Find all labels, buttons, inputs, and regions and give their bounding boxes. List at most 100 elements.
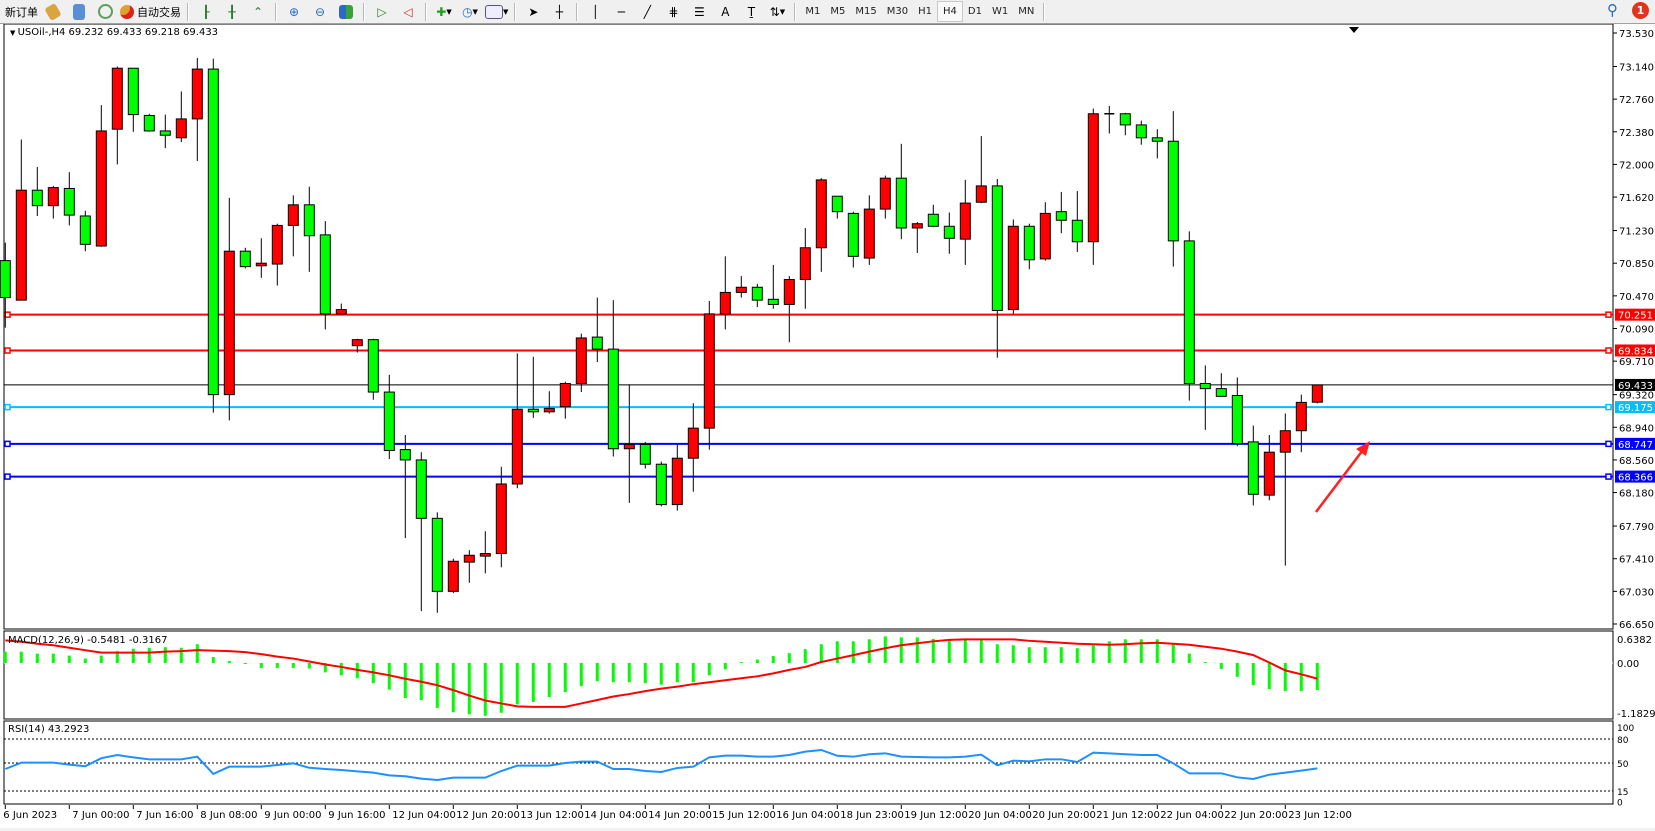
timeframe-m5[interactable]: M5 [830, 6, 846, 17]
candle [703, 313, 715, 429]
candle [111, 67, 123, 130]
level-price-tag [1615, 437, 1655, 450]
macd-histogram-bar [211, 657, 215, 663]
auto-trading-button[interactable]: 自动交易 [120, 1, 181, 22]
time-tick-label: 14 Jun 20:00 [648, 810, 712, 821]
main-panel[interactable] [3, 23, 1614, 630]
line-chart-button[interactable]: ⌃ [247, 1, 269, 22]
rsi-tick-label: 80 [1617, 736, 1629, 746]
zoom-in-button[interactable]: ⊕ [283, 1, 305, 22]
templates-button[interactable]: ▼ [485, 1, 508, 22]
level-price-label: 70.251 [1618, 311, 1653, 322]
chart-shift-icon: ▷ [377, 4, 387, 19]
bar-chart-button[interactable]: ┠ [195, 1, 217, 22]
macd-histogram-bar [563, 663, 567, 693]
chart-shift-marker-icon[interactable] [1349, 27, 1359, 33]
candle [783, 279, 795, 305]
time-tick-label: 8 Jun 08:00 [200, 810, 257, 821]
periods-icon: ◷ [462, 4, 473, 19]
search-icon[interactable]: ⚲ [1607, 1, 1618, 19]
fibonacci-fan-button[interactable]: ☰ [688, 1, 710, 22]
chart-canvas[interactable]: 73.530 73.140 72.760 72.380 72.000 71.620 71.2… [0, 23, 1655, 828]
notification-count: 1 [1636, 3, 1645, 17]
tile-windows-button[interactable] [335, 1, 357, 22]
timeframe-d1[interactable]: D1 [967, 6, 982, 17]
rsi-tick-label: 0 [1617, 799, 1623, 809]
macd-histogram-bar [1283, 663, 1287, 692]
time-tick-label: 19 Jun 12:00 [904, 810, 968, 821]
time-tick-label: 21 Jun 12:00 [1096, 810, 1160, 821]
candle [79, 215, 91, 245]
level-anchor-handle[interactable] [4, 440, 11, 448]
text-button[interactable]: A [714, 1, 736, 22]
macd-histogram-bar [179, 647, 183, 663]
vertical-line-button[interactable]: │ [584, 1, 606, 22]
cursor-button[interactable]: ➤ [522, 1, 544, 22]
time-tick-label: 14 Jun 04:00 [584, 810, 648, 821]
templates-icon [485, 4, 503, 19]
candle [127, 67, 139, 116]
level-price-label: 69.175 [1618, 403, 1653, 414]
timeframe-m1[interactable]: M1 [805, 6, 821, 17]
level-anchor-handle[interactable] [1605, 403, 1612, 411]
text-label-button[interactable]: Ṯ [740, 1, 762, 22]
price-tick-label: 70.470 [1619, 292, 1654, 303]
arrows-button[interactable]: ⇅ ▼ [769, 4, 786, 19]
timeframe-h1[interactable]: H1 [918, 6, 932, 17]
candle [1295, 401, 1307, 432]
level-anchor-handle[interactable] [1605, 473, 1612, 480]
timeframe-mn[interactable]: MN [1018, 6, 1035, 17]
candlestick-button[interactable]: ╂ [221, 1, 243, 22]
price-tick-label: 71.620 [1619, 193, 1654, 204]
indicators-button[interactable]: ✚ ▼ [436, 4, 452, 19]
notification-icon[interactable]: 1 [1632, 1, 1649, 19]
separator [794, 2, 797, 21]
history-button[interactable] [42, 1, 64, 22]
macd-histogram-bar [83, 658, 87, 663]
trendline-button[interactable]: ╱ [636, 1, 658, 22]
candle [303, 204, 315, 237]
time-tick-label: 6 Jun 2023 [3, 810, 57, 821]
candle [1087, 113, 1099, 243]
horizontal-line-button[interactable]: ─ [610, 1, 632, 22]
new-order-button[interactable]: 新订单 [2, 1, 38, 22]
macd-histogram-bar [499, 663, 503, 713]
level-anchor-handle[interactable] [4, 403, 11, 411]
timeframe-m30[interactable]: M30 [886, 6, 909, 17]
arrow-annotation[interactable] [1315, 445, 1367, 513]
chart-window[interactable]: 73.530 73.140 72.760 72.380 72.000 71.620 71.2… [0, 23, 1655, 828]
zoom-in-icon: ⊕ [288, 4, 300, 19]
zoom-out-button[interactable]: ⊖ [309, 1, 331, 22]
level-anchor-handle[interactable] [4, 473, 11, 480]
autoscroll-button[interactable]: ◁ [397, 1, 419, 22]
chart-header: ▼ USOil-,H4 69.232 69.433 69.218 69.433 [10, 27, 218, 38]
dropdown-triangle-icon[interactable]: ▼ [10, 29, 18, 37]
cursor-icon: ➤ [528, 4, 539, 19]
timeframe-m15[interactable]: M15 [855, 6, 877, 17]
macd-histogram-bar [531, 663, 535, 702]
level-anchor-handle[interactable] [1605, 440, 1612, 448]
chart-shift-button[interactable]: ▷ [371, 1, 393, 22]
level-anchor-handle[interactable] [1605, 347, 1612, 354]
candle [623, 443, 635, 450]
candle [447, 560, 459, 592]
candle [575, 337, 587, 384]
candle [1279, 430, 1291, 453]
periods-button[interactable]: ◷ ▼ [462, 4, 478, 19]
signal-button[interactable] [94, 1, 116, 22]
macd-histogram-bar [3, 651, 7, 663]
candle [991, 185, 1003, 311]
level-anchor-handle[interactable] [1605, 311, 1612, 318]
candle [159, 130, 171, 136]
level-price-tag [1615, 344, 1655, 357]
macd-panel[interactable] [3, 630, 1614, 720]
time-tick-label: 15 Jun 12:00 [712, 810, 776, 821]
bar-chart-icon: ┠ [202, 4, 210, 19]
crosshair-icon: ┼ [555, 4, 563, 19]
timeframe-h4[interactable]: H4 [937, 1, 963, 22]
level-anchor-handle[interactable] [4, 347, 11, 354]
timeframe-w1[interactable]: W1 [991, 6, 1009, 17]
crosshair-button[interactable]: ┼ [548, 1, 570, 22]
fibonacci-button[interactable]: ⋕ [662, 1, 684, 22]
cloud-button[interactable] [68, 1, 90, 22]
